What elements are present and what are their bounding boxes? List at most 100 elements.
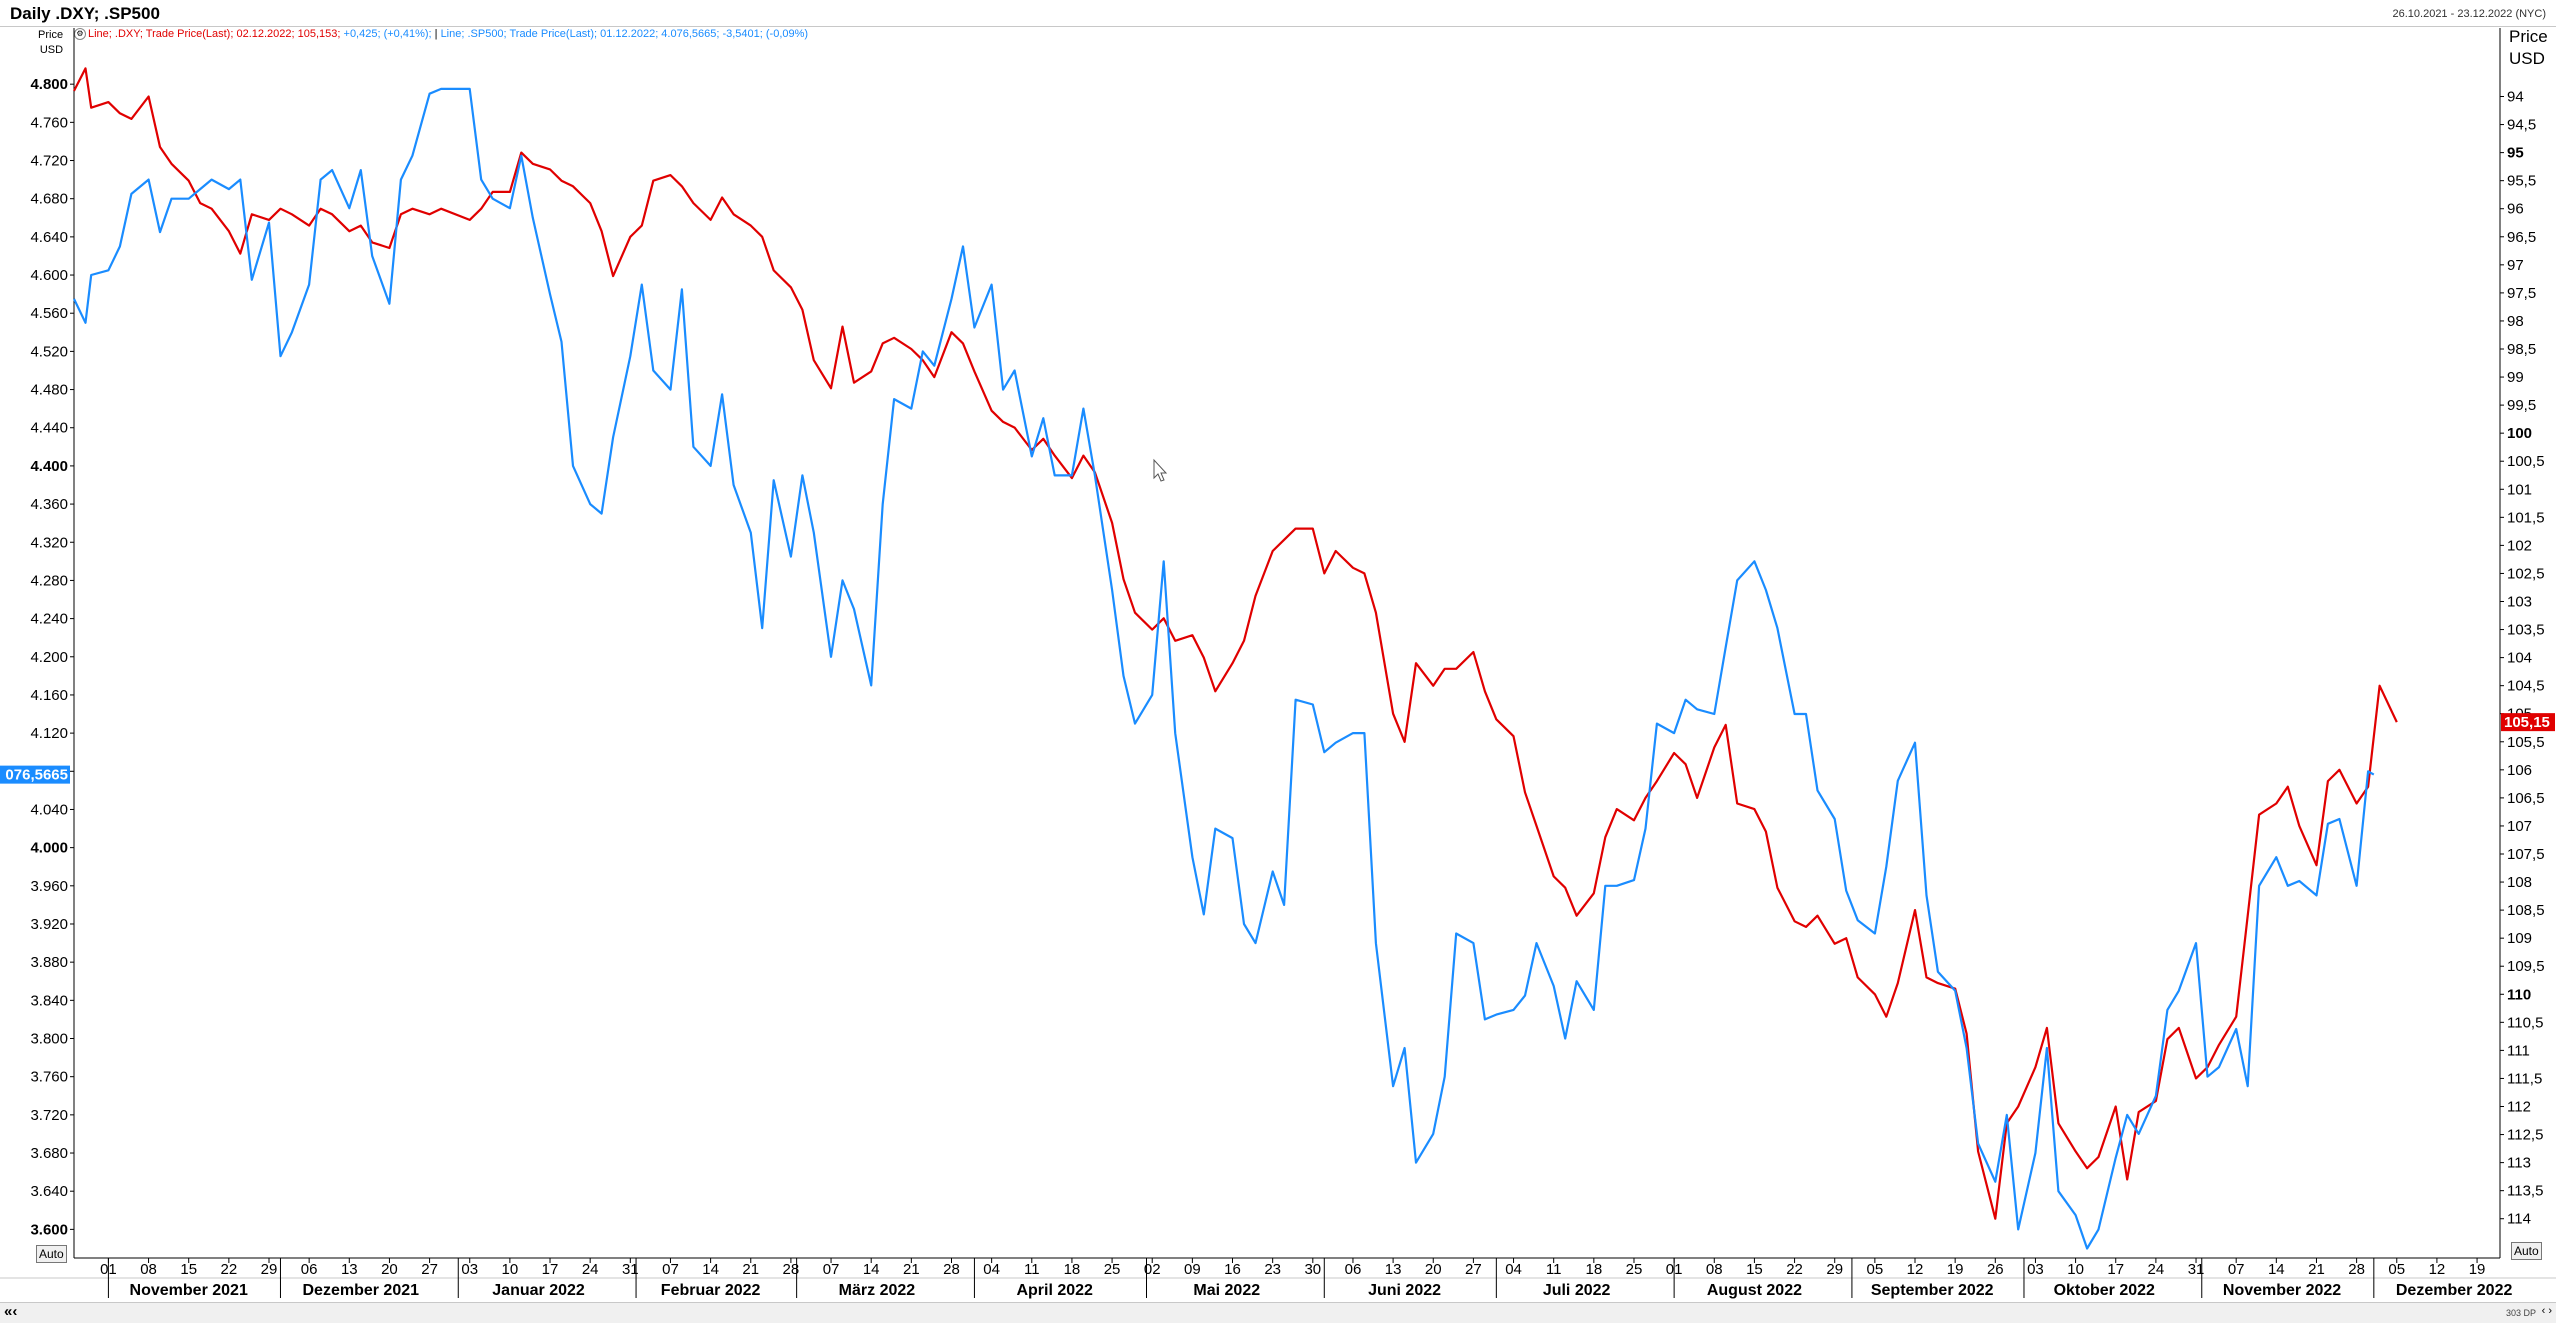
x-month-label: Februar 2022: [661, 1282, 761, 1299]
dxy-last-value-label: 105,15: [2504, 714, 2550, 731]
left-tick-label: 3.880: [30, 954, 68, 971]
x-day-label: 25: [1626, 1261, 1643, 1278]
right-tick-label: 95: [2507, 145, 2524, 162]
x-day-label: 07: [823, 1261, 840, 1278]
sp500-line: [73, 87, 2375, 1250]
right-tick-label: 106: [2507, 762, 2532, 779]
x-day-label: 28: [783, 1261, 800, 1278]
x-month-label: Mai 2022: [1193, 1282, 1260, 1299]
x-day-label: 03: [2027, 1261, 2044, 1278]
right-tick-label: 96,5: [2507, 229, 2536, 246]
left-tick-label: 4.400: [30, 458, 68, 475]
right-tick-label: 103,5: [2507, 622, 2545, 639]
right-tick-label: 112: [2507, 1099, 2531, 1116]
x-day-label: 08: [1706, 1261, 1723, 1278]
right-tick-label: 113: [2507, 1155, 2531, 1172]
x-day-label: 14: [702, 1261, 719, 1278]
left-tick-label: 4.640: [30, 229, 68, 246]
x-day-label: 27: [1465, 1261, 1482, 1278]
x-day-label: 21: [903, 1261, 920, 1278]
axes: [0, 28, 2556, 1279]
right-tick-label: 103: [2507, 594, 2532, 611]
x-day-label: 31: [622, 1261, 639, 1278]
right-tick-label: 108,5: [2507, 902, 2545, 919]
left-tick-label: 4.680: [30, 191, 68, 208]
left-unit-line2: USD: [39, 44, 64, 56]
right-tick-label: 102: [2507, 537, 2532, 554]
right-tick-label: 99: [2507, 369, 2524, 386]
right-tick-label: 107: [2507, 818, 2532, 835]
left-tick-label: 3.680: [30, 1145, 68, 1162]
left-tick-label: 4.600: [30, 267, 68, 284]
x-day-label: 24: [582, 1261, 599, 1278]
x-day-label: 29: [261, 1261, 278, 1278]
right-tick-label: 109,5: [2507, 958, 2545, 975]
x-day-label: 26: [1987, 1261, 2004, 1278]
x-day-label: 15: [180, 1261, 197, 1278]
mouse-cursor-icon: [1153, 458, 1168, 482]
chart-title-bar: Daily .DXY; .SP500 26.10.2021 - 23.12.20…: [0, 0, 2556, 27]
scroll-right-icon[interactable]: ‹ ›: [2541, 1305, 2552, 1317]
left-tick-label: 4.560: [30, 305, 68, 322]
x-month-label: Januar 2022: [492, 1282, 585, 1299]
x-month-label: Dezember 2022: [2396, 1282, 2513, 1299]
left-tick-label: 4.320: [30, 534, 68, 551]
dxy-line: [73, 67, 2398, 1220]
chart-footer: «‹ 303 DP ‹ ›: [0, 1302, 2556, 1323]
x-day-label: 10: [502, 1261, 519, 1278]
x-day-label: 13: [341, 1261, 358, 1278]
x-day-label: 15: [1746, 1261, 1763, 1278]
right-tick-label: 97: [2507, 257, 2524, 274]
x-day-label: 16: [1224, 1261, 1241, 1278]
left-axis-ticks: 4.800 4.760 4.720 4.680 4.640 4.600 4.560 4.520…: [30, 76, 74, 1238]
right-tick-label: 111,5: [2507, 1070, 2542, 1087]
chart-legend: ⚙ Line; .DXY; Trade Price(Last); 02.12.20…: [74, 28, 809, 41]
x-day-label: 28: [943, 1261, 960, 1278]
right-tick-label: 94: [2507, 89, 2524, 106]
x-month-label: Oktober 2022: [2054, 1282, 2155, 1299]
x-day-label: 05: [2388, 1261, 2405, 1278]
legend-dxy[interactable]: Line; .DXY; Trade Price(Last); 02.12.202…: [88, 28, 341, 40]
right-tick-label: 94,5: [2507, 117, 2536, 134]
auto-scale-right-button[interactable]: Auto: [2511, 1242, 2542, 1260]
x-day-label: 28: [2348, 1261, 2365, 1278]
legend-dxy-change: +0,425; (+0,41%);: [343, 28, 432, 40]
left-tick-label: 4.240: [30, 611, 68, 628]
left-tick-label: 3.600: [30, 1221, 68, 1238]
right-unit-line2: USD: [2509, 49, 2545, 68]
x-day-label: 31: [2188, 1261, 2205, 1278]
x-day-label: 22: [221, 1261, 238, 1278]
left-tick-label: 4.160: [30, 687, 68, 704]
series-lines: [73, 67, 2398, 1250]
left-tick-label: 3.760: [30, 1069, 68, 1086]
right-tick-label: 97,5: [2507, 285, 2536, 302]
left-tick-label: 4.720: [30, 153, 68, 170]
x-month-label: August 2022: [1707, 1282, 1802, 1299]
x-day-label: 14: [2268, 1261, 2285, 1278]
x-day-label: 30: [1304, 1261, 1321, 1278]
x-day-label: 27: [421, 1261, 438, 1278]
x-day-label: 22: [1786, 1261, 1803, 1278]
x-day-label: 19: [2469, 1261, 2486, 1278]
right-axis-ticks: 94 94,5 95 95,5 96 96,5 97 97,5 98 98,5 99 99,5 100 1…: [2500, 89, 2545, 1228]
last-value-labels: 076,5665 105,15: [0, 713, 2555, 784]
x-day-label: 08: [140, 1261, 157, 1278]
right-tick-label: 98: [2507, 313, 2524, 330]
x-day-label: 24: [2148, 1261, 2165, 1278]
right-tick-label: 102,5: [2507, 565, 2545, 582]
auto-scale-left-button[interactable]: Auto: [36, 1245, 67, 1263]
dxy-last-value-box: [2501, 713, 2555, 732]
left-tick-label: 4.440: [30, 420, 68, 437]
chart-title: Daily .DXY; .SP500: [10, 4, 160, 23]
x-day-label: 02: [1144, 1261, 1161, 1278]
right-tick-label: 105,5: [2507, 734, 2545, 751]
right-tick-label: 110,5: [2507, 1014, 2543, 1031]
x-day-label: 12: [1907, 1261, 1924, 1278]
legend-sp500[interactable]: Line; .SP500; Trade Price(Last); 01.12.2…: [440, 28, 809, 40]
x-day-label: 07: [662, 1261, 679, 1278]
left-tick-label: 4.200: [30, 649, 68, 666]
scroll-left-icon[interactable]: «‹: [4, 1303, 18, 1320]
x-day-label: 19: [1947, 1261, 1964, 1278]
right-tick-label: 111: [2507, 1042, 2530, 1059]
